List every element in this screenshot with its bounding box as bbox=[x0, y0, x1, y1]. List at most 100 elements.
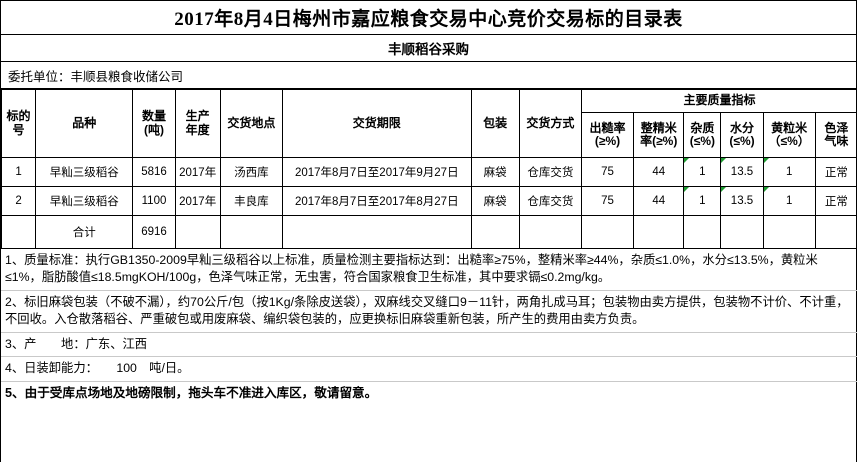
col-header-year-line1: 生产 bbox=[185, 109, 210, 124]
cell-packaging: 麻袋 bbox=[470, 186, 520, 216]
col-header-impurity-line1: 杂质 bbox=[690, 120, 715, 135]
col-header-yellow-rice-line2: （≤%） bbox=[768, 134, 810, 148]
col-header-item-no-line1: 标的 bbox=[6, 109, 31, 124]
table-row: 2 早籼三级稻谷 1100 2017年 丰良库 2017年8月7日至2017年8… bbox=[0, 186, 857, 216]
cell-total-quantity: 6916 bbox=[132, 215, 176, 249]
cell-moisture: 13.5 bbox=[720, 157, 764, 187]
cell-total-blank bbox=[683, 215, 722, 249]
cell-item-no: 2 bbox=[0, 186, 37, 216]
listing-table: 标的 号 品种 数量 (吨) 生产 年度 交货地点 交货期限 包装 交货方式 主… bbox=[0, 89, 857, 249]
col-header-moisture: 水分 (≤%) bbox=[720, 112, 764, 158]
cell-delivery-place: 丰良库 bbox=[219, 186, 283, 216]
cell-year: 2017年 bbox=[174, 157, 221, 187]
cell-impurity-value: 1 bbox=[699, 166, 706, 178]
col-header-color-odor: 色泽 气味 bbox=[814, 112, 857, 158]
error-triangle-icon bbox=[764, 158, 769, 163]
col-header-delivery-method: 交货方式 bbox=[518, 89, 582, 158]
cell-delivery-method: 仓库交货 bbox=[518, 186, 582, 216]
consignor-label: 委托单位：丰顺县粮食收储公司 bbox=[8, 69, 184, 84]
cell-yellow-rice-value: 1 bbox=[785, 166, 793, 178]
col-header-delivery-place: 交货地点 bbox=[219, 89, 283, 158]
col-header-item-no-line2: 号 bbox=[12, 122, 25, 137]
page-subtitle: 丰顺稻谷采购 bbox=[388, 42, 469, 57]
cell-year: 2017年 bbox=[174, 186, 221, 216]
col-header-head-rice-rate-line1: 整精米 bbox=[640, 120, 677, 135]
cell-total-blank bbox=[762, 215, 816, 249]
col-header-color-odor-line2: 气味 bbox=[824, 134, 849, 148]
page-title: 2017年8月4日梅州市嘉应粮食交易中心竞价交易标的目录表 bbox=[174, 9, 683, 30]
cell-total-blank bbox=[814, 215, 857, 249]
table-group-header-row: 标的 号 品种 数量 (吨) 生产 年度 交货地点 交货期限 包装 交货方式 主… bbox=[0, 89, 857, 158]
col-header-brown-rice-rate: 出糙率 (≥%) bbox=[580, 112, 635, 158]
cell-delivery-place: 汤西库 bbox=[219, 157, 283, 187]
note-item-vehicle-restriction: 5、由于受库点场地及地磅限制，拖头车不准进入库区，敬请留意。 bbox=[5, 385, 378, 400]
col-header-year: 生产 年度 bbox=[174, 89, 221, 158]
cell-total-label: 合计 bbox=[35, 215, 134, 249]
note-item-quality-standard: 1、质量标准：执行GB1350-2009早籼三级稻谷以上标准，质量检测主要指标达… bbox=[1, 249, 857, 291]
cell-brown-rice-rate: 75 bbox=[580, 186, 635, 216]
title-band: 2017年8月4日梅州市嘉应粮食交易中心竞价交易标的目录表 bbox=[1, 0, 856, 35]
error-triangle-icon bbox=[764, 187, 769, 192]
cell-variety: 早籼三级稻谷 bbox=[35, 157, 134, 187]
cell-impurity: 1 bbox=[683, 186, 722, 216]
cell-total-blank bbox=[281, 215, 472, 249]
cell-item-no: 1 bbox=[0, 157, 37, 187]
col-header-yellow-rice: 黄粒米 （≤%） bbox=[762, 112, 816, 158]
col-header-impurity-line2: (≤%) bbox=[689, 134, 715, 148]
cell-quantity: 5816 bbox=[132, 157, 176, 187]
cell-impurity-value: 1 bbox=[699, 195, 706, 207]
col-header-brown-rice-rate-line1: 出糙率 bbox=[589, 120, 626, 135]
cell-moisture-value: 13.5 bbox=[730, 166, 754, 178]
cell-yellow-rice-value: 1 bbox=[785, 195, 793, 207]
cell-color-odor: 正常 bbox=[814, 186, 857, 216]
col-header-variety: 品种 bbox=[35, 89, 134, 158]
cell-total-blank bbox=[633, 215, 685, 249]
error-triangle-icon bbox=[721, 187, 727, 192]
cell-total-blank bbox=[518, 215, 582, 249]
cell-total-blank bbox=[720, 215, 764, 249]
cell-yellow-rice: 1 bbox=[762, 186, 816, 216]
cell-moisture-value: 13.5 bbox=[730, 195, 754, 207]
col-header-quantity-line2: (吨) bbox=[144, 122, 164, 137]
cell-total-blank bbox=[580, 215, 635, 249]
table-total-row: 合计 6916 bbox=[0, 215, 857, 249]
note-item-origin: 3、产 地：广东、江西 bbox=[1, 333, 857, 358]
col-header-color-odor-line1: 色泽 bbox=[824, 120, 849, 135]
cell-variety: 早籼三级稻谷 bbox=[35, 186, 134, 216]
table-subheader-row: 出糙率 (≥%) 整精米 率(≥%) 杂质 (≤%) 水分 (≤%) 黄粒米 bbox=[2, 112, 857, 158]
cell-quantity: 1100 bbox=[132, 186, 176, 216]
col-header-head-rice-rate-line2: 率(≥%) bbox=[640, 134, 678, 148]
cell-total-blank bbox=[470, 215, 520, 249]
cell-head-rice-rate: 44 bbox=[633, 186, 685, 216]
error-triangle-icon bbox=[684, 158, 690, 163]
note-item-packaging: 2、标旧麻袋包装（不破不漏），约70公斤/包（按1Kg/条除皮送袋），双麻线交叉… bbox=[1, 291, 857, 333]
col-header-brown-rice-rate-line2: (≥%) bbox=[594, 134, 621, 148]
error-triangle-icon bbox=[684, 187, 690, 192]
cell-total-blank bbox=[0, 215, 37, 249]
cell-color-odor: 正常 bbox=[814, 157, 857, 187]
error-triangle-icon bbox=[721, 158, 727, 163]
col-header-packaging: 包装 bbox=[470, 89, 520, 158]
cell-total-blank bbox=[219, 215, 283, 249]
col-header-year-line2: 年度 bbox=[185, 122, 210, 137]
note-item-daily-capacity: 4、日装卸能力： 100 吨/日。 bbox=[1, 357, 857, 382]
col-header-quantity-line1: 数量 bbox=[142, 109, 167, 124]
cell-yellow-rice: 1 bbox=[762, 157, 816, 187]
col-header-item-no: 标的 号 bbox=[0, 89, 37, 158]
col-header-head-rice-rate: 整精米 率(≥%) bbox=[633, 112, 685, 158]
col-header-moisture-line2: (≤%) bbox=[729, 134, 755, 148]
cell-delivery-period: 2017年8月7日至2017年8月27日 bbox=[281, 186, 472, 216]
cell-moisture: 13.5 bbox=[720, 186, 764, 216]
cell-delivery-method: 仓库交货 bbox=[518, 157, 582, 187]
col-header-quantity: 数量 (吨) bbox=[132, 89, 176, 158]
subtitle-band: 丰顺稻谷采购 bbox=[1, 35, 856, 62]
consignor-band: 委托单位：丰顺县粮食收储公司 bbox=[1, 62, 856, 89]
table-row: 1 早籼三级稻谷 5816 2017年 汤西库 2017年8月7日至2017年9… bbox=[0, 157, 857, 187]
col-group-header-quality: 主要质量指标 bbox=[580, 89, 857, 113]
col-header-delivery-period: 交货期限 bbox=[281, 89, 472, 158]
cell-brown-rice-rate: 75 bbox=[580, 157, 635, 187]
cell-impurity: 1 bbox=[683, 157, 722, 187]
col-header-yellow-rice-line1: 黄粒米 bbox=[771, 120, 808, 135]
cell-delivery-period: 2017年8月7日至2017年9月27日 bbox=[281, 157, 472, 187]
